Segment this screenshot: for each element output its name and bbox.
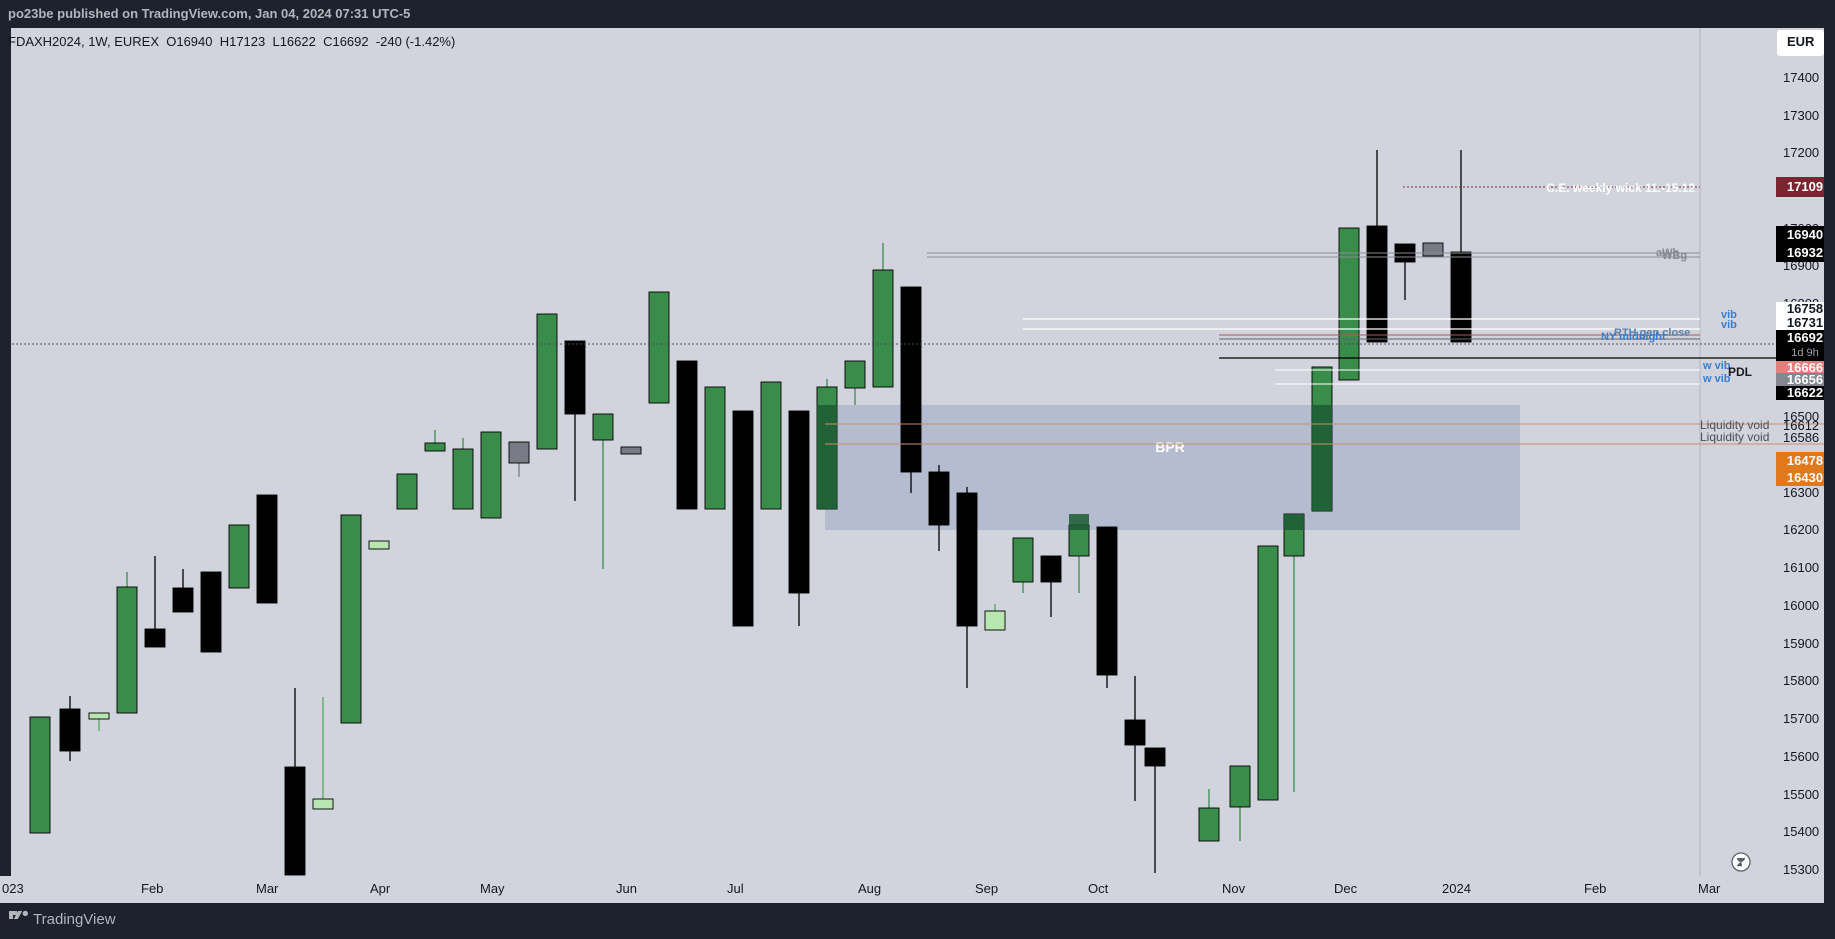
svg-text:BPR: BPR xyxy=(1155,439,1185,455)
